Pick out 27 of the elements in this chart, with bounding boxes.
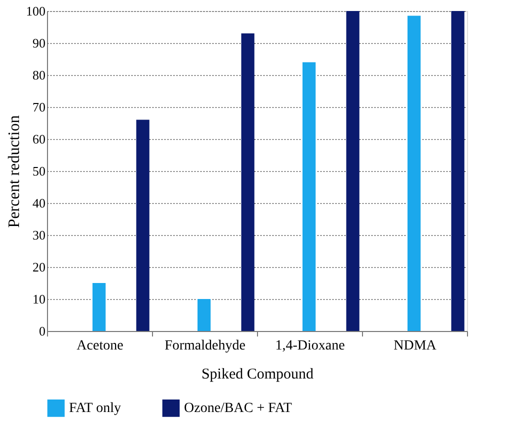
bar bbox=[346, 11, 360, 331]
x-tick-label: Formaldehyde bbox=[164, 338, 246, 354]
y-tick-label: 70 bbox=[32, 100, 46, 114]
y-tick-label: 20 bbox=[32, 260, 46, 274]
y-tick-label: 90 bbox=[32, 36, 46, 50]
legend-label: Ozone/BAC + FAT bbox=[184, 401, 292, 416]
y-tick-label: 60 bbox=[32, 132, 46, 146]
y-tick-label: 0 bbox=[39, 324, 46, 338]
y-axis-title: Percent reduction bbox=[6, 115, 23, 228]
y-tick-label: 40 bbox=[32, 196, 46, 210]
bar bbox=[302, 62, 316, 331]
legend-label: FAT only bbox=[69, 401, 121, 416]
bar bbox=[92, 283, 106, 331]
y-tick-label: 50 bbox=[32, 164, 46, 178]
y-tick-label: 80 bbox=[32, 68, 46, 82]
x-axis-title: Spiked Compound bbox=[201, 366, 314, 382]
x-tick-label: 1,4-Dioxane bbox=[275, 338, 345, 354]
x-tick-label: NDMA bbox=[394, 338, 438, 354]
bar bbox=[451, 11, 464, 331]
bar bbox=[408, 16, 421, 331]
y-tick-label: 30 bbox=[32, 228, 46, 242]
y-tick-label: 10 bbox=[32, 292, 46, 306]
x-tick-label: Acetone bbox=[76, 338, 124, 354]
bar bbox=[136, 120, 150, 331]
bar bbox=[198, 299, 211, 331]
y-tick-label: 100 bbox=[26, 4, 46, 18]
bar bbox=[241, 33, 254, 331]
